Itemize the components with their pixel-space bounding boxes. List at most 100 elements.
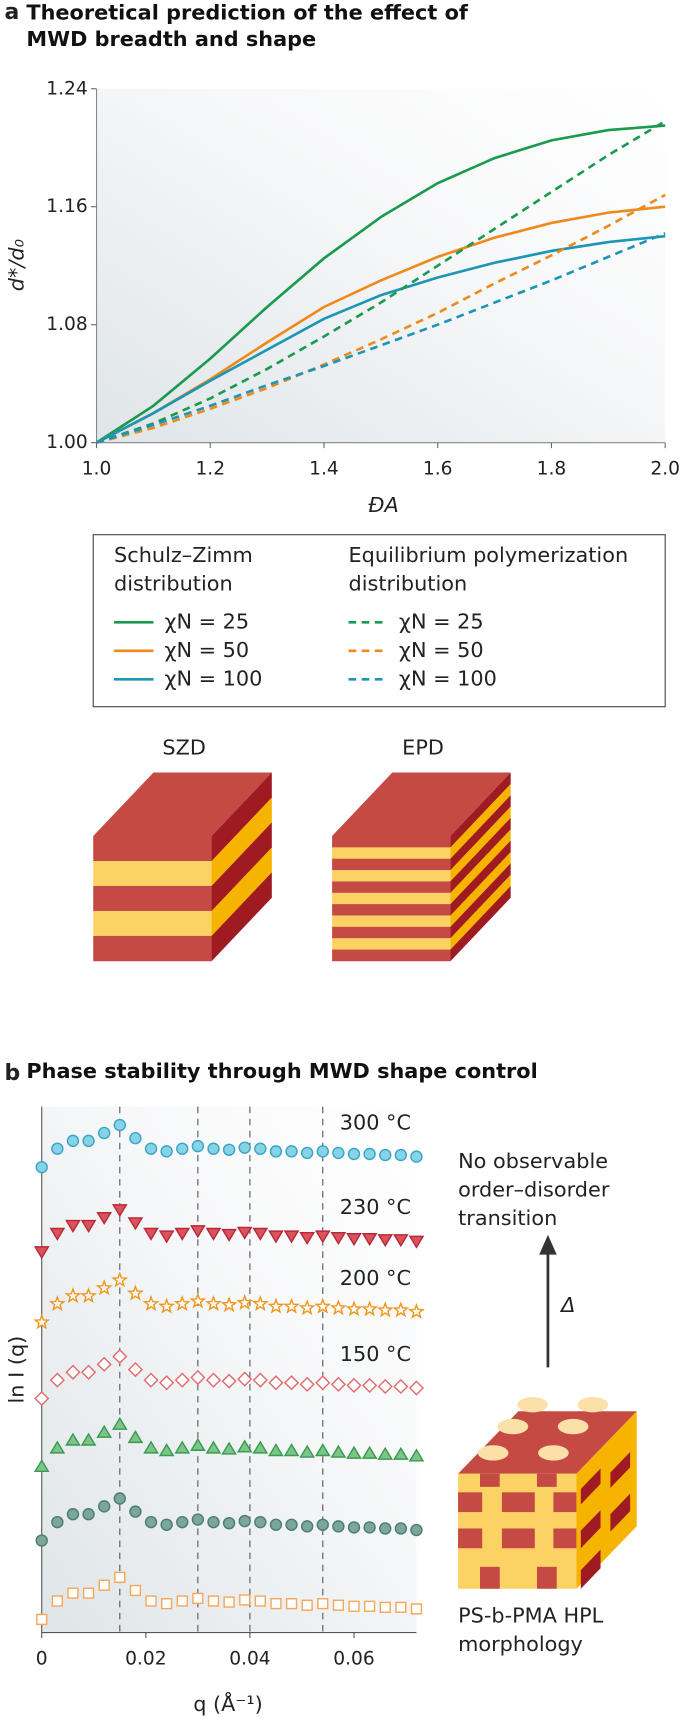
cube-side-band [450, 829, 511, 905]
cube-pore [577, 1397, 609, 1413]
marker [395, 1601, 407, 1613]
cube-front-band [332, 858, 451, 871]
marker [410, 1603, 423, 1615]
cube-side-band [450, 817, 511, 894]
marker [332, 1520, 345, 1533]
marker [190, 1369, 206, 1386]
marker [205, 1440, 222, 1454]
marker [51, 1142, 64, 1155]
marker [82, 1587, 95, 1599]
x-tick-label: 1.4 [309, 458, 339, 479]
marker [173, 1295, 191, 1312]
cube-side [576, 1411, 637, 1589]
legend-label: χN = 100 [399, 666, 497, 690]
marker [285, 1598, 298, 1610]
marker [330, 1444, 347, 1458]
legend-label: χN = 25 [399, 609, 484, 633]
marker [221, 1228, 237, 1242]
marker [35, 1160, 48, 1174]
marker [80, 1219, 97, 1233]
marker [205, 1372, 222, 1388]
marker [160, 1598, 173, 1610]
marker [393, 1446, 409, 1460]
marker [113, 1492, 126, 1505]
marker [96, 1424, 113, 1438]
marker [236, 1439, 253, 1453]
marker [268, 1230, 284, 1244]
x-tick-label: 0 [36, 1648, 48, 1669]
cube-side-domain [580, 1468, 601, 1505]
y-tick-label: 1.16 [46, 196, 87, 217]
cube-front-domain [480, 1473, 500, 1487]
marker [64, 1287, 82, 1304]
marker [410, 1523, 423, 1537]
marker [145, 1595, 157, 1607]
series-label: 200 °C [340, 1266, 411, 1290]
marker [176, 1595, 188, 1607]
marker [127, 1430, 144, 1444]
cube-side-band [211, 772, 272, 862]
cube-pore [517, 1397, 548, 1413]
cube-side-band [450, 772, 511, 848]
marker [220, 1296, 238, 1313]
marker [379, 1148, 392, 1162]
series-line [95, 124, 666, 444]
marker [236, 1293, 254, 1310]
marker [36, 1613, 48, 1626]
marker [143, 1372, 159, 1388]
marker [67, 1587, 79, 1599]
marker [345, 1300, 363, 1317]
marker [269, 1145, 283, 1158]
marker [207, 1515, 220, 1529]
marker [190, 1437, 206, 1451]
marker [283, 1297, 300, 1314]
marker [190, 1225, 206, 1239]
marker [111, 1204, 128, 1218]
marker [392, 1301, 410, 1318]
marker [51, 1595, 63, 1607]
marker [49, 1372, 65, 1388]
marker [112, 1348, 128, 1365]
cube-side-band [211, 847, 272, 937]
cube-side-band [211, 872, 272, 962]
marker [394, 1148, 408, 1162]
marker [191, 1139, 205, 1153]
marker [283, 1375, 300, 1391]
cube-top [93, 772, 272, 837]
marker [317, 1598, 329, 1610]
marker [332, 1146, 345, 1160]
marker [329, 1299, 347, 1316]
marker [393, 1378, 409, 1395]
cube-pore [477, 1445, 509, 1461]
marker [408, 1235, 425, 1249]
cube-side-domain [580, 1549, 601, 1589]
marker [346, 1377, 362, 1393]
marker [269, 1518, 283, 1531]
cube-front-domain [501, 1492, 535, 1513]
marker [97, 1500, 111, 1513]
cube-side-band [450, 886, 511, 962]
marker [330, 1376, 346, 1392]
y-tick-label: 1.08 [46, 314, 87, 335]
legend-title-box: Schulz–Zimm distribution [114, 543, 253, 596]
legend-box [92, 534, 666, 708]
marker [379, 1522, 392, 1535]
x-tick-label: 1.2 [195, 458, 225, 479]
marker [301, 1599, 313, 1611]
marker [111, 1271, 129, 1288]
legend-label: χN = 50 [164, 638, 249, 662]
chart-title-box: Theoretical prediction of the effect of … [26, 1, 468, 51]
marker [222, 1516, 236, 1530]
marker [174, 1227, 191, 1241]
cube-front-band [93, 935, 212, 962]
series-label: 300 °C [340, 1111, 411, 1135]
marker [144, 1142, 158, 1155]
marker [393, 1234, 409, 1248]
cube-front-band [93, 885, 212, 912]
marker [127, 1284, 144, 1301]
marker [300, 1520, 314, 1533]
marker [51, 1515, 64, 1529]
marker [252, 1440, 269, 1454]
chart-title-box: Phase stability through MWD shape contro… [26, 1060, 537, 1084]
marker [221, 1441, 237, 1455]
